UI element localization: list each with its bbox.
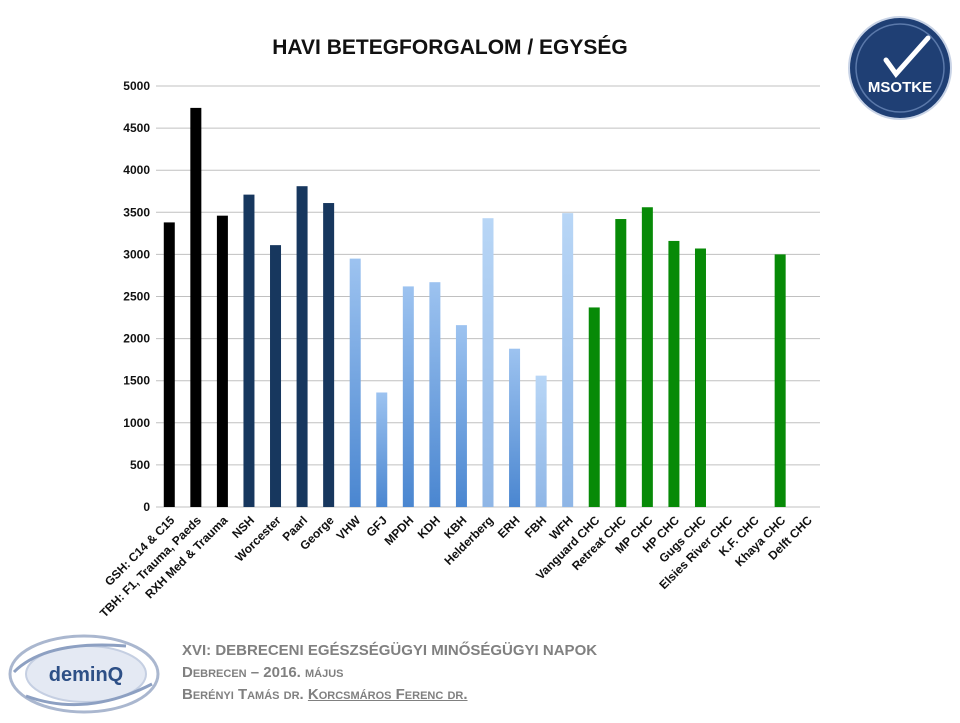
bar [402,286,414,507]
footer-text: XVI: DEBRECENI EGÉSZSÉGÜGYI MINŐSÉGÜGYI … [182,640,597,706]
bar [243,194,255,508]
bar-series [163,107,786,508]
footer-author-2: Korcsmáros Ferenc dr. [307,686,468,703]
bar [455,325,467,507]
msotke-logo: MSOTKE [848,16,952,120]
y-tick-label: 1000 [123,416,150,430]
footer-line-event: XVI: DEBRECENI EGÉSZSÉGÜGYI MINŐSÉGÜGYI … [182,642,598,659]
bar [509,348,521,507]
y-tick-label: 0 [143,500,150,514]
bar [694,248,706,508]
footer-author-1: Berényi Tamás dr. [182,686,308,703]
bar [429,282,441,507]
y-tick-label: 4000 [123,163,150,177]
deminq-logo: deminQ [8,634,160,714]
y-tick-label: 2000 [123,332,150,346]
bar [562,213,574,507]
deminq-logo-text: deminQ [49,664,123,686]
y-tick-label: 4500 [123,121,150,135]
bar [270,245,282,507]
y-axis-tick-labels: 0 500 1000 1500 2000 2500 3000 3500 4000 4500 5000 [123,79,150,514]
y-tick-label: 3000 [123,247,150,261]
bar [615,219,627,507]
bar [296,186,308,507]
y-tick-label: 2500 [123,290,150,304]
bar [774,254,786,507]
bar [323,203,335,507]
footer-line-authors: Berényi Tamás dr. Korcsmáros Ferenc dr. [182,684,597,706]
x-tick-label: FBH [522,513,549,540]
bar [349,258,361,507]
x-tick-label: KDH [415,513,443,541]
y-tick-label: 5000 [123,79,150,93]
bar [482,218,494,507]
msotke-logo-text: MSOTKE [868,79,932,96]
bar [190,107,202,507]
bar [216,215,228,507]
bar [376,392,388,507]
x-tick-label: ERH [495,513,523,541]
bar [588,307,600,507]
footer-line-place-date: Debrecen – 2016. május [182,664,344,681]
x-tick-label: VHW [334,513,364,543]
bar-chart: 0 500 1000 1500 2000 2500 3000 3500 4000 4500 5000… [97,79,820,621]
bar [641,207,653,508]
x-tick-label: MPDH [382,513,417,548]
y-tick-label: 500 [130,458,150,472]
chart-title: HAVI BETEGFORGALOM / EGYSÉG [272,36,628,59]
bar [668,240,680,508]
bar [535,375,547,507]
y-tick-label: 3500 [123,205,150,219]
y-tick-label: 1500 [123,374,150,388]
bar [163,222,175,508]
